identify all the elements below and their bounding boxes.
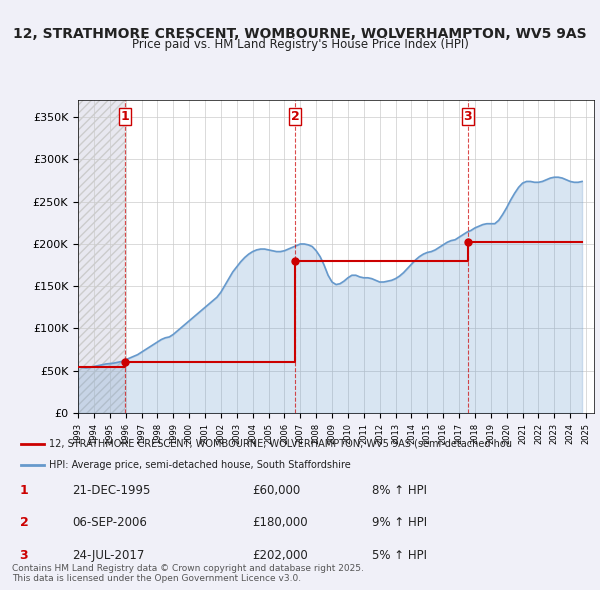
Text: 1: 1 [20,484,28,497]
Text: 2: 2 [291,110,299,123]
Text: 12, STRATHMORE CRESCENT, WOMBOURNE, WOLVERHAMPTON, WV5 9AS (semi-detached hou: 12, STRATHMORE CRESCENT, WOMBOURNE, WOLV… [49,439,512,449]
Text: 21-DEC-1995: 21-DEC-1995 [72,484,151,497]
Text: 8% ↑ HPI: 8% ↑ HPI [372,484,427,497]
Text: £180,000: £180,000 [252,516,308,529]
Text: £60,000: £60,000 [252,484,300,497]
Text: £202,000: £202,000 [252,549,308,562]
Text: 06-SEP-2006: 06-SEP-2006 [72,516,147,529]
Text: Contains HM Land Registry data © Crown copyright and database right 2025.
This d: Contains HM Land Registry data © Crown c… [12,563,364,583]
Text: 3: 3 [20,549,28,562]
Text: 3: 3 [464,110,472,123]
Text: 12, STRATHMORE CRESCENT, WOMBOURNE, WOLVERHAMPTON, WV5 9AS: 12, STRATHMORE CRESCENT, WOMBOURNE, WOLV… [13,27,587,41]
Text: 9% ↑ HPI: 9% ↑ HPI [372,516,427,529]
Text: 1: 1 [121,110,130,123]
Text: 5% ↑ HPI: 5% ↑ HPI [372,549,427,562]
Text: HPI: Average price, semi-detached house, South Staffordshire: HPI: Average price, semi-detached house,… [49,460,351,470]
Text: 24-JUL-2017: 24-JUL-2017 [72,549,145,562]
Text: Price paid vs. HM Land Registry's House Price Index (HPI): Price paid vs. HM Land Registry's House … [131,38,469,51]
Text: 2: 2 [20,516,28,529]
